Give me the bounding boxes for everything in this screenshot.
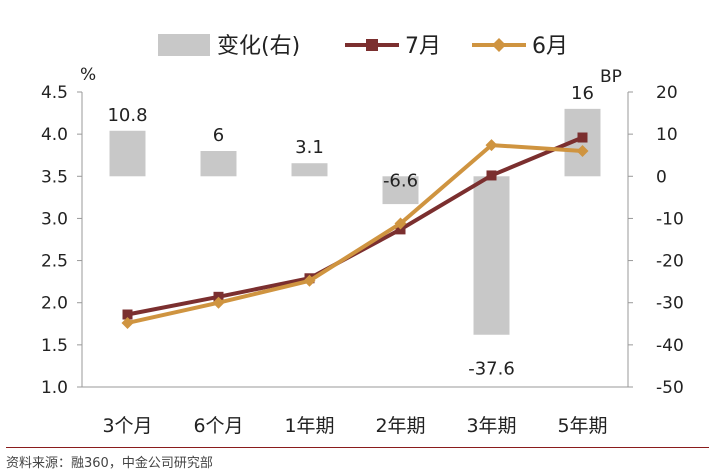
y-left-unit: %	[80, 65, 96, 85]
series-0-point-4	[486, 170, 497, 181]
y-right-tick-label-3: -20	[656, 252, 684, 272]
series-1-point-0	[121, 316, 134, 329]
x-tick-label-2: 1年期	[284, 415, 334, 437]
y-left-tick-label-4: 3.0	[41, 209, 68, 229]
series-line-0	[127, 135, 584, 317]
series-1-point-4	[485, 139, 498, 152]
chart: 1.0 1.5 2.0 2.5 3.0 3.5 4.0 4.5 -50 -40 -30 -20 -10 0…	[41, 34, 684, 437]
y-left-tick-label-7: 4.5	[41, 83, 68, 103]
y-right-tick-label-4: -10	[656, 209, 684, 229]
bar-data-label-1: 6	[213, 125, 224, 146]
y-left-tick-label-0: 1.0	[41, 378, 68, 398]
legend-bar-label: 变化(右)	[217, 34, 300, 59]
series-0-point-0	[122, 309, 133, 320]
series-1-point-5	[576, 145, 589, 157]
bar-data-label-5: 16	[571, 83, 594, 104]
legend-marker-1	[492, 38, 506, 52]
y-right-tick-label-1: -40	[656, 336, 684, 356]
y-right-unit: BP	[600, 67, 622, 87]
x-tick-label-0: 3个月	[102, 415, 152, 437]
y-right-tick-label-2: -30	[656, 294, 684, 314]
y-left-tick-label-3: 2.5	[41, 252, 68, 272]
x-tick-label-5: 5年期	[557, 415, 607, 437]
bar-change-4	[473, 176, 510, 335]
x-tick-label-4: 3年期	[466, 415, 516, 437]
y-right-tick-label-0: -50	[656, 378, 684, 398]
bar-data-label-2: 3.1	[295, 137, 324, 158]
source-note: 资料来源：融360，中金公司研究部	[6, 456, 213, 471]
y-left-tick-label-1: 1.5	[41, 336, 68, 356]
y-left-tick-label-2: 2.0	[41, 294, 68, 314]
legend-marker-0	[366, 39, 378, 51]
legend-bar-swatch	[158, 34, 210, 56]
y-left-tick-label-6: 4.0	[41, 125, 68, 145]
y-right-tick-label-6: 10	[656, 125, 678, 145]
bar-change-3	[382, 176, 419, 205]
series-0-point-5	[577, 132, 588, 143]
y-right-tick-label-5: 0	[656, 167, 667, 187]
bar-data-label-3: -6.6	[383, 170, 418, 191]
legend-label-1: 6月	[532, 34, 568, 59]
bar-data-label-0: 10.8	[107, 105, 147, 126]
y-right-tick-label-7: 20	[656, 83, 678, 103]
series-1-point-2	[303, 274, 316, 287]
legend-label-0: 7月	[405, 34, 441, 59]
bar-change-1	[200, 151, 237, 177]
x-tick-label-3: 2年期	[375, 415, 425, 437]
y-left-tick-label-5: 3.5	[41, 167, 68, 187]
series-1-point-1	[212, 296, 225, 309]
series-line-1	[127, 143, 583, 325]
footer-divider	[6, 447, 709, 448]
x-tick-label-1: 6个月	[193, 415, 243, 437]
bar-change-2	[291, 163, 328, 177]
bar-change-0	[109, 130, 146, 177]
bar-data-label-4: -37.6	[468, 359, 515, 380]
series-1-point-3	[394, 217, 407, 230]
